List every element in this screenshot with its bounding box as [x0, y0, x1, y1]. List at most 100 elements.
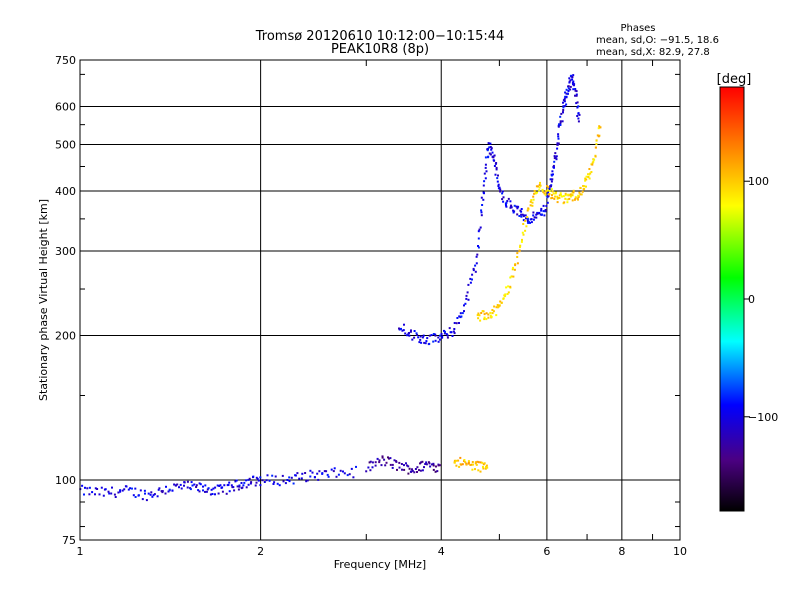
- data-point: [422, 334, 425, 337]
- data-point: [572, 88, 575, 91]
- data-point: [416, 471, 418, 473]
- data-point: [325, 470, 328, 473]
- data-point: [445, 333, 448, 336]
- data-point: [538, 211, 541, 214]
- data-point: [516, 213, 519, 216]
- data-point: [464, 302, 467, 305]
- data-point: [197, 489, 200, 492]
- data-point: [480, 211, 483, 214]
- data-point: [471, 278, 473, 281]
- data-point: [552, 192, 555, 195]
- data-point: [486, 466, 489, 469]
- data-point: [107, 490, 110, 493]
- data-point: [458, 465, 461, 468]
- data-point: [532, 214, 535, 217]
- data-point: [242, 484, 245, 487]
- data-point: [577, 198, 579, 201]
- data-point: [400, 327, 402, 330]
- data-point: [489, 142, 492, 145]
- data-point: [461, 312, 464, 315]
- data-point: [495, 168, 498, 171]
- data-point: [143, 489, 146, 492]
- data-point: [476, 253, 479, 256]
- data-point: [355, 465, 357, 468]
- data-point: [552, 166, 555, 169]
- data-point: [369, 460, 372, 463]
- data-point: [475, 262, 478, 265]
- data-point: [549, 178, 552, 181]
- x-tick-label: 4: [438, 545, 445, 558]
- data-point: [504, 293, 507, 296]
- data-point: [565, 95, 568, 98]
- data-point: [413, 471, 416, 474]
- data-point: [113, 493, 116, 496]
- colorbar: [719, 86, 745, 512]
- data-point: [587, 173, 590, 176]
- data-point: [552, 173, 554, 176]
- data-point: [501, 190, 504, 193]
- data-point: [497, 174, 499, 177]
- data-point: [543, 192, 546, 195]
- data-point: [512, 266, 514, 269]
- data-point: [453, 461, 456, 464]
- y-tick-label: 400: [55, 185, 76, 198]
- data-point: [568, 77, 571, 80]
- data-point: [406, 334, 409, 337]
- data-point: [453, 322, 456, 324]
- data-point: [432, 333, 435, 335]
- data-point: [499, 188, 502, 191]
- data-point: [460, 463, 463, 466]
- data-point: [474, 264, 477, 267]
- data-point: [541, 189, 544, 192]
- data-point: [566, 198, 569, 201]
- data-point: [564, 192, 567, 195]
- data-point: [526, 217, 529, 220]
- data-point: [530, 199, 533, 202]
- data-point: [437, 336, 440, 339]
- data-point: [471, 468, 474, 471]
- data-point: [238, 485, 241, 488]
- data-point: [498, 186, 501, 189]
- data-point: [278, 484, 281, 487]
- plot-frame: [79, 59, 681, 541]
- data-point: [326, 473, 329, 476]
- data-point: [478, 314, 481, 317]
- data-point: [207, 487, 210, 490]
- data-point: [423, 341, 426, 344]
- data-point: [533, 192, 536, 195]
- data-point: [495, 314, 498, 317]
- data-point: [477, 317, 480, 320]
- data-point: [531, 201, 534, 204]
- data-point: [419, 335, 422, 338]
- data-point: [88, 493, 91, 496]
- data-point: [211, 493, 214, 495]
- data-point: [490, 148, 493, 151]
- data-point: [104, 488, 107, 491]
- data-point: [492, 310, 495, 313]
- data-point: [490, 315, 493, 318]
- data-point: [585, 175, 588, 178]
- data-point: [482, 191, 485, 194]
- data-point: [237, 488, 240, 491]
- data-point: [448, 327, 451, 330]
- data-point: [367, 466, 370, 469]
- data-point: [488, 152, 491, 155]
- data-point: [513, 204, 516, 207]
- data-point: [214, 493, 216, 496]
- data-point: [84, 486, 86, 489]
- data-point: [474, 468, 476, 471]
- data-point: [545, 194, 548, 197]
- data-point: [492, 156, 495, 159]
- data-point: [480, 214, 483, 217]
- data-point: [513, 268, 516, 271]
- data-point: [209, 493, 212, 496]
- data-point: [536, 191, 538, 194]
- data-point: [400, 463, 403, 465]
- data-point: [234, 480, 237, 483]
- data-point: [594, 155, 597, 158]
- data-point: [459, 312, 462, 315]
- chart-subtitle: PEAK10R8 (8p): [331, 42, 429, 57]
- data-point: [274, 475, 277, 478]
- data-point: [119, 490, 122, 493]
- data-point: [480, 209, 483, 212]
